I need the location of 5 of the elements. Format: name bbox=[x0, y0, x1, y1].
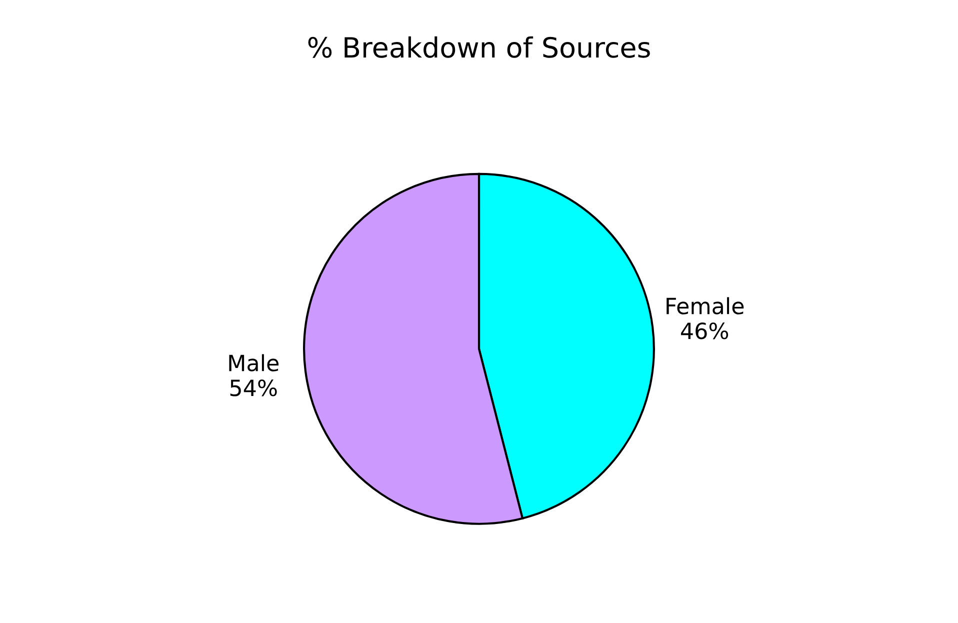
data-label: 46% bbox=[681, 322, 728, 340]
slice-label: Female bbox=[666, 297, 744, 314]
slice-label: Male bbox=[229, 354, 279, 372]
chart-title: % Breakdown of Sources bbox=[308, 36, 650, 58]
data-label: 54% bbox=[230, 379, 277, 396]
